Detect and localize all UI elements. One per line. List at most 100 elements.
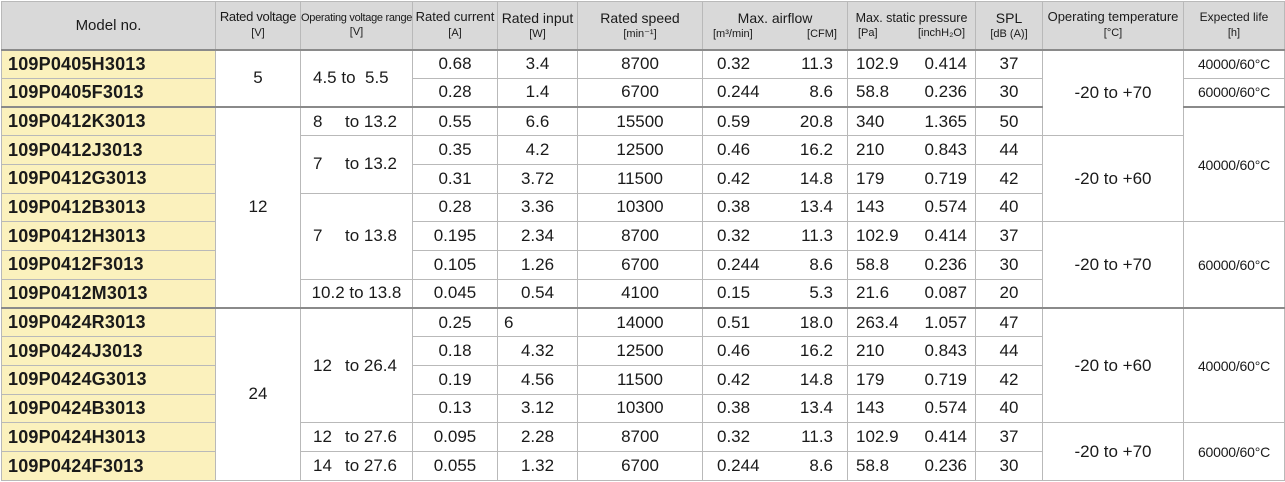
max-airflow: 0.42 14.8 — [702, 364, 848, 395]
airflow-cfm: 5.3 — [809, 283, 833, 303]
operating-voltage: 7 to 13.8 — [300, 192, 413, 280]
rated-speed: 6700 — [577, 451, 703, 481]
expected-life: 60000/60°C — [1183, 221, 1285, 309]
rated-voltage: 12 — [215, 105, 301, 309]
ov-from: 7 — [313, 226, 323, 246]
header-max-airflow: Max. airflow [m³/min] [CFM] — [702, 1, 848, 50]
ov-to: to 13.2 — [345, 154, 397, 174]
rated-speed: 8700 — [577, 422, 703, 453]
ov-from: 8 — [313, 111, 323, 131]
pressure-pa: 58.8 — [856, 82, 890, 102]
spl: 40 — [975, 393, 1043, 424]
max-static-pressure: 102.9 0.414 — [847, 48, 976, 79]
expected-life: 40000/60°C — [1183, 306, 1285, 424]
rated-input: 3.72 — [497, 163, 578, 194]
rated-current: 0.35 — [412, 135, 498, 165]
rated-speed: 6700 — [577, 250, 703, 280]
header-unit: [W] — [529, 27, 546, 40]
header-unit: [V] — [251, 27, 265, 40]
pressure-inch: 0.087 — [924, 283, 967, 303]
operating-voltage: 8 to 13.2 — [300, 105, 413, 137]
max-static-pressure: 143 0.574 — [847, 192, 976, 223]
header-rated-speed: Rated speed [min⁻¹] — [577, 1, 703, 50]
spl: 47 — [975, 306, 1043, 338]
spl: 37 — [975, 422, 1043, 453]
model-number: 109P0412F3013 — [1, 250, 216, 280]
header-rated-current: Rated current [A] — [412, 1, 498, 50]
pressure-pa: 102.9 — [856, 54, 899, 74]
airflow-m3: 0.32 — [717, 427, 751, 447]
spl: 30 — [975, 77, 1043, 108]
header-label: Operating temperature — [1047, 9, 1179, 25]
rated-current: 0.55 — [412, 105, 498, 137]
header-unit: [A] — [448, 27, 462, 40]
pressure-pa: 179 — [856, 168, 885, 188]
model-number: 109P0424F3013 — [1, 451, 216, 481]
pressure-inch: 0.719 — [924, 369, 967, 389]
max-airflow: 0.46 16.2 — [702, 336, 848, 366]
model-number: 109P0412H3013 — [1, 221, 216, 252]
airflow-cfm: 13.4 — [799, 398, 833, 418]
airflow-cfm: 14.8 — [799, 369, 833, 389]
airflow-m3: 0.46 — [717, 341, 751, 361]
operating-temperature: -20 to +60 — [1042, 135, 1184, 223]
expected-life: 60000/60°C — [1183, 422, 1285, 481]
header-unit: [V] — [349, 26, 364, 39]
header-rated-voltage: Rated voltage [V] — [215, 1, 301, 50]
pressure-pa: 21.6 — [856, 283, 890, 303]
rated-input: 1.26 — [497, 250, 578, 280]
max-airflow: 0.46 16.2 — [702, 135, 848, 165]
airflow-m3: 0.32 — [717, 54, 751, 74]
rated-input: 6.6 — [497, 105, 578, 137]
rated-voltage: 5 — [215, 48, 301, 108]
header-unit: [Pa] — [858, 27, 878, 40]
rated-voltage: 24 — [215, 306, 301, 481]
pressure-pa: 58.8 — [856, 456, 890, 476]
rated-input: 4.32 — [497, 336, 578, 366]
spl: 42 — [975, 364, 1043, 395]
model-number: 109P0412B3013 — [1, 192, 216, 223]
operating-temperature: -20 to +70 — [1042, 422, 1184, 481]
operating-voltage: 10.2 to 13.8 — [300, 278, 413, 309]
model-number: 109P0405F3013 — [1, 77, 216, 108]
airflow-m3: 0.15 — [717, 283, 751, 303]
table-row: 109P0424F3013 14 to 27.6 0.055 1.32 6700 … — [1, 451, 1285, 481]
expected-life: 40000/60°C — [1183, 105, 1285, 223]
header-label: SPL — [995, 9, 1023, 26]
airflow-m3: 0.46 — [717, 140, 751, 160]
rated-current: 0.31 — [412, 163, 498, 194]
pressure-pa: 102.9 — [856, 427, 899, 447]
pressure-inch: 0.843 — [924, 140, 967, 160]
rated-input: 2.28 — [497, 422, 578, 453]
header-spl: SPL [dB (A)] — [975, 1, 1043, 50]
max-static-pressure: 179 0.719 — [847, 364, 976, 395]
ov-to: to 27.6 — [345, 456, 397, 476]
header-label: Expected life — [1199, 10, 1269, 25]
header-operating-temperature: Operating temperature [°C] — [1042, 1, 1184, 50]
expected-life: 40000/60°C — [1183, 48, 1285, 79]
airflow-m3: 0.59 — [717, 111, 751, 131]
header-label: Rated current — [415, 9, 495, 25]
operating-voltage: 4.5 to 5.5 — [300, 48, 413, 108]
rated-speed: 8700 — [577, 221, 703, 252]
ov-from: 14 — [313, 456, 332, 476]
airflow-cfm: 11.3 — [801, 54, 833, 74]
header-unit: [°C] — [1103, 27, 1123, 40]
airflow-m3: 0.38 — [717, 197, 751, 217]
spl: 30 — [975, 451, 1043, 481]
model-number: 109P0412G3013 — [1, 163, 216, 194]
pressure-inch: 0.414 — [924, 54, 967, 74]
pressure-inch: 0.414 — [924, 226, 967, 246]
airflow-cfm: 11.3 — [801, 427, 833, 447]
table-row: 109P0412G3013 0.31 3.72 11500 0.42 14.8 1… — [1, 163, 1285, 194]
model-number: 109P0412K3013 — [1, 105, 216, 137]
airflow-m3: 0.51 — [717, 312, 751, 332]
airflow-cfm: 20.8 — [799, 111, 833, 131]
pressure-inch: 0.414 — [924, 427, 967, 447]
rated-input: 1.4 — [497, 77, 578, 108]
max-airflow: 0.32 11.3 — [702, 48, 848, 79]
max-airflow: 0.32 11.3 — [702, 221, 848, 252]
operating-temperature: -20 to +60 — [1042, 306, 1184, 424]
airflow-cfm: 8.6 — [809, 456, 833, 476]
pressure-inch: 0.236 — [924, 456, 967, 476]
